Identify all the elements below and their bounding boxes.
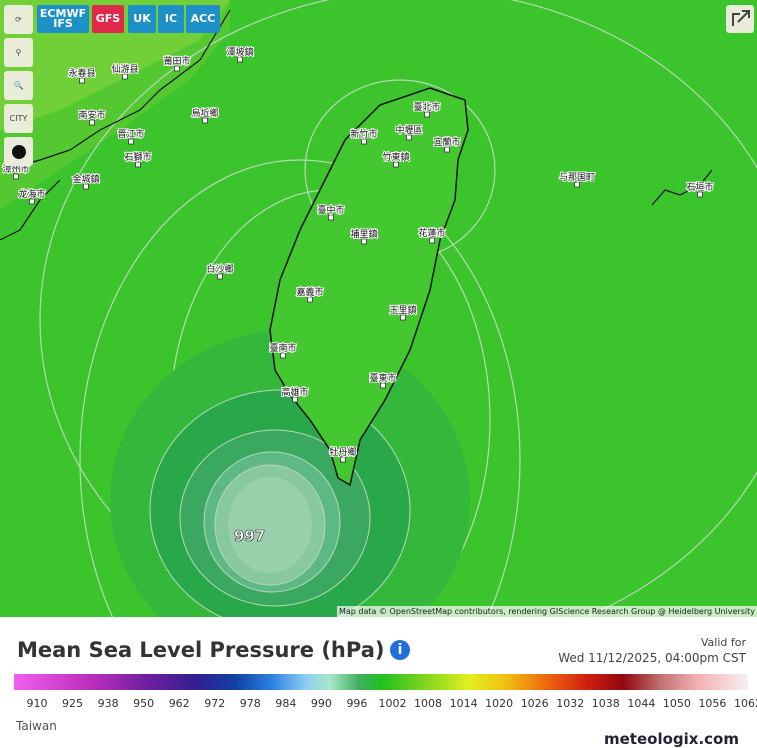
city-label: 臺中市: [317, 204, 344, 216]
city-marker: [393, 161, 399, 168]
scale-label: 1008: [414, 697, 443, 710]
city-marker: [361, 138, 367, 145]
city-marker: [217, 273, 223, 280]
title: Mean Sea Level Pressure (hPa): [17, 638, 385, 662]
scale-label: 1026: [520, 697, 549, 710]
zoom-button[interactable]: 🔍: [4, 71, 33, 100]
city-marker: [406, 134, 412, 141]
city-marker: [122, 73, 128, 80]
city-marker: [400, 314, 406, 321]
city-label: 烏坵鄉: [191, 107, 218, 119]
city-marker: [128, 138, 134, 145]
city-label: 竹東鎮: [382, 151, 409, 163]
city-label: 宜蘭市: [433, 136, 460, 148]
scale-label: 938: [97, 697, 119, 710]
scale-label: 910: [26, 697, 48, 710]
contour-label: 997: [234, 527, 265, 545]
region: Taiwan: [16, 719, 57, 733]
city-marker: [380, 382, 386, 389]
city-marker: [429, 237, 435, 244]
city-marker: [292, 396, 298, 403]
city-label: 白沙鄉: [206, 263, 233, 275]
valid-label: Valid for: [700, 636, 746, 649]
city-marker: [174, 65, 180, 72]
city-label: 晋江市: [117, 128, 144, 140]
city-marker: [79, 77, 85, 84]
scale-label: 1044: [627, 697, 656, 710]
model-button[interactable]: ECMWF IFS: [37, 5, 89, 33]
city-label: 与那国町: [559, 172, 595, 183]
model-button[interactable]: UK: [128, 5, 156, 33]
city-label: 高雄市: [281, 386, 308, 398]
city-label: 玉里鎮: [389, 304, 416, 316]
scale-label: 978: [239, 697, 261, 710]
city-label: 埔里鎮: [350, 228, 377, 240]
scale-label: 1014: [449, 697, 478, 710]
model-button[interactable]: GFS: [92, 5, 124, 33]
city-marker: [83, 183, 89, 190]
city-marker: [574, 181, 580, 188]
city-label: 南安市: [78, 109, 105, 121]
city-marker: [424, 111, 430, 118]
info-button[interactable]: i: [390, 640, 410, 660]
city-label: 嘉義市: [296, 286, 323, 298]
city-marker: [307, 296, 313, 303]
map[interactable]: Map data © OpenStreetMap contributors, r…: [0, 0, 757, 617]
city-marker: [697, 191, 703, 198]
city-label: 石垣市: [686, 181, 713, 193]
scale-label: 1062: [734, 697, 757, 710]
scale-label: 925: [62, 697, 84, 710]
city-marker: [29, 198, 35, 205]
city-label: 龙海市: [18, 188, 45, 200]
city-marker: [361, 238, 367, 245]
city-label: 莆田市: [163, 55, 190, 67]
scale-label: 996: [346, 697, 368, 710]
scale-label: 990: [310, 697, 332, 710]
city-marker: [280, 352, 286, 359]
city-marker: [89, 119, 95, 126]
scale-label: 1002: [378, 697, 407, 710]
city-label: 永春县: [68, 67, 95, 79]
city-label: 牡丹鄉: [329, 446, 356, 458]
city-marker: [202, 117, 208, 124]
city-label: 臺北市: [413, 101, 440, 113]
brand: meteologix.com: [604, 730, 739, 748]
city-label: 金城鎮: [72, 173, 99, 185]
refresh-button[interactable]: ⟳: [4, 5, 33, 34]
city-marker: [237, 56, 243, 63]
location-button[interactable]: ⚲: [4, 38, 33, 67]
city-label: 仙游县: [111, 63, 138, 75]
city-marker: [340, 456, 346, 463]
city-marker: [13, 173, 19, 180]
attribution: Map data © OpenStreetMap contributors, r…: [339, 607, 755, 616]
scale-label: 962: [168, 697, 190, 710]
city-label: 中壢區: [395, 124, 422, 136]
scale-label: 1050: [662, 697, 691, 710]
scale-label: 1020: [485, 697, 514, 710]
scale-label: 950: [133, 697, 155, 710]
city-label: 臺東市: [369, 372, 396, 384]
city-label: 新竹市: [350, 128, 377, 140]
city-label: 臺南市: [269, 342, 296, 354]
valid-time: Wed 11/12/2025, 04:00pm CST: [558, 651, 746, 665]
city-marker: [444, 146, 450, 153]
city-marker: [135, 161, 141, 168]
scale-label: 1038: [591, 697, 620, 710]
dot-button[interactable]: [4, 137, 33, 166]
model-button[interactable]: IC: [158, 5, 184, 33]
city-label: 花蓮市: [418, 227, 445, 239]
city-label: 潭坡鎮: [226, 46, 253, 58]
model-button[interactable]: ACC: [186, 5, 220, 33]
city-marker: [328, 214, 334, 221]
color-scale: [14, 674, 748, 690]
scale-label: 972: [204, 697, 226, 710]
city-label: 石獅市: [124, 151, 151, 163]
scale-label: 1032: [556, 697, 585, 710]
city-button[interactable]: CITY: [4, 104, 33, 133]
scale-label: 984: [275, 697, 297, 710]
scale-label: 1056: [698, 697, 727, 710]
